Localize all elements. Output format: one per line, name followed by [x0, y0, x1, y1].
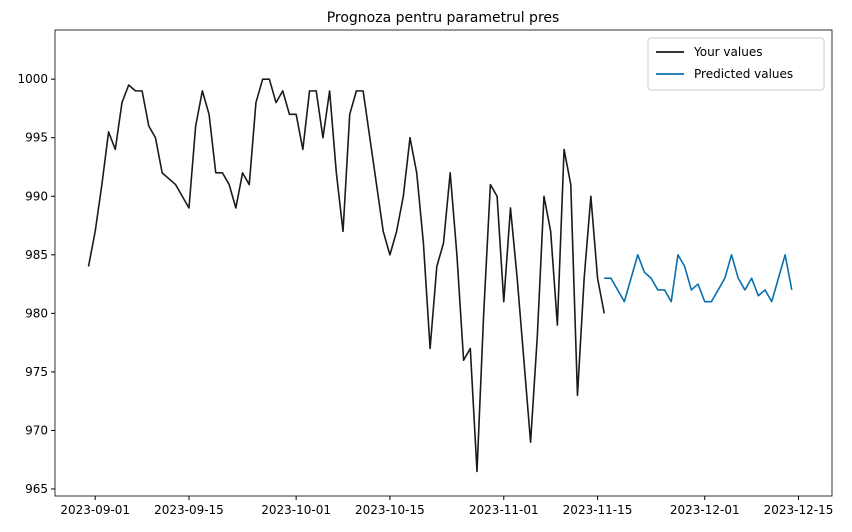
- x-tick-label: 2023-11-01: [469, 503, 539, 517]
- plot-frame: [54, 29, 833, 497]
- legend-box: [647, 37, 825, 91]
- series-line: [604, 254, 793, 303]
- y-tick-label: 980: [25, 306, 48, 320]
- y-tick-label: 985: [25, 248, 48, 262]
- legend-label: Your values: [693, 45, 762, 59]
- x-tick-label: 2023-10-01: [261, 503, 331, 517]
- y-tick-label: 965: [25, 482, 48, 496]
- x-tick-label: 2023-12-15: [764, 503, 834, 517]
- x-tick-label: 2023-10-15: [355, 503, 425, 517]
- legend: Your values Predicted values: [647, 37, 825, 91]
- y-tick-label: 975: [25, 365, 48, 379]
- series-line: [87, 78, 606, 473]
- legend-label: Predicted values: [694, 67, 793, 81]
- x-tick-label: 2023-09-01: [60, 503, 130, 517]
- chart-title: Prognoza pentru parametrul pres: [327, 10, 560, 26]
- y-tick-label: 970: [25, 423, 48, 437]
- x-tick-label: 2023-11-15: [563, 503, 633, 517]
- y-tick-label: 1000: [17, 72, 48, 86]
- x-tick-label: 2023-09-15: [154, 503, 224, 517]
- x-tick-label: 2023-12-01: [670, 503, 740, 517]
- y-tick-label: 995: [25, 131, 48, 145]
- y-tick-label: 990: [25, 189, 48, 203]
